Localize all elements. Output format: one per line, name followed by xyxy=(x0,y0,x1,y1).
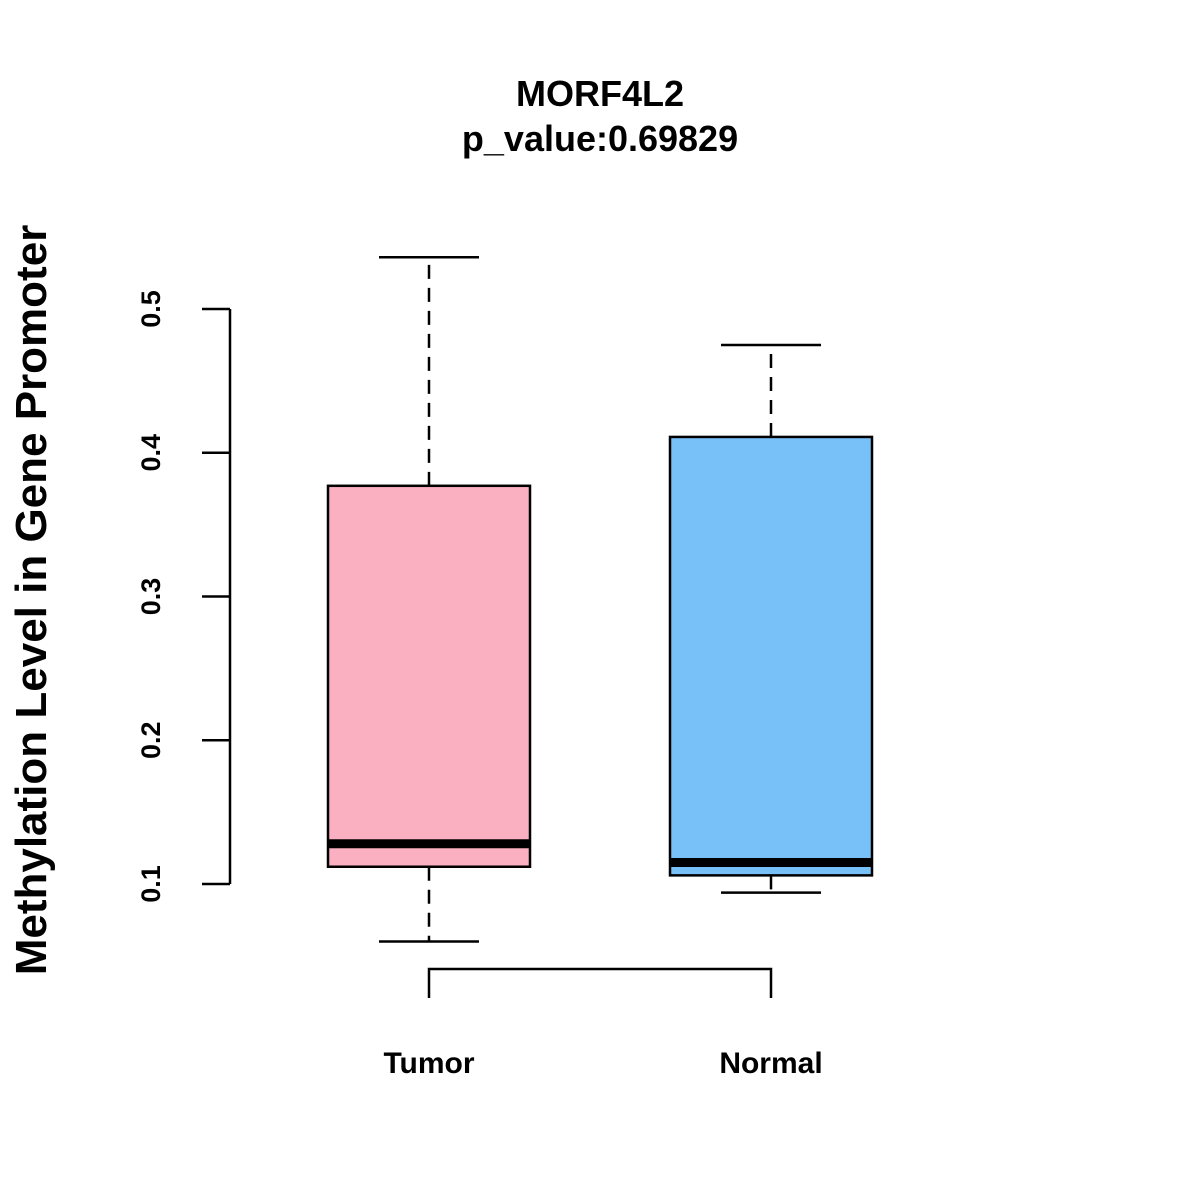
y-tick-label: 0.4 xyxy=(136,434,166,472)
box-tumor xyxy=(326,256,532,943)
iqr-box xyxy=(668,435,874,877)
x-category-label: Tumor xyxy=(383,1047,474,1080)
box-normal xyxy=(668,343,874,894)
y-tick-label: 0.1 xyxy=(136,865,166,903)
chart-subtitle: p_value:0.69829 xyxy=(462,118,738,159)
chart-title: MORF4L2 xyxy=(516,73,684,114)
y-tick-label: 0.2 xyxy=(136,721,166,759)
y-tick-label: 0.3 xyxy=(136,578,166,616)
y-axis-label: Methylation Level in Gene Promoter xyxy=(7,225,56,976)
y-tick-label: 0.5 xyxy=(136,290,166,328)
iqr-box xyxy=(326,484,532,868)
category-labels: Tumor Normal xyxy=(383,1047,822,1080)
x-category-label: Normal xyxy=(719,1047,822,1080)
boxes-group xyxy=(326,256,874,943)
y-axis: 0.1 0.2 0.3 0.4 0.5 xyxy=(136,290,232,903)
comparison-bracket xyxy=(427,967,773,998)
comparison-bracket-group xyxy=(427,967,773,998)
